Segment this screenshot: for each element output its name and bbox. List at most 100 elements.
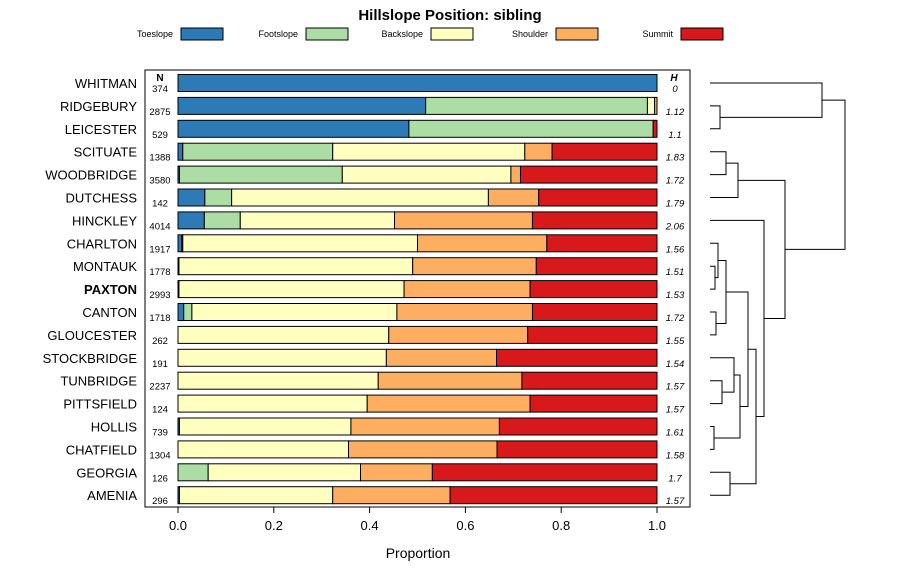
bar-segment-summit — [498, 417, 658, 436]
bar-segment-summit — [449, 486, 658, 505]
row-n-count: 296 — [152, 496, 168, 507]
x-axis-label: Proportion — [386, 545, 451, 561]
row-label: CANTON — [82, 305, 137, 320]
dendrogram-link-ridgebury-leicester — [710, 105, 721, 130]
row-label: HOLLIS — [91, 420, 138, 435]
bar-segment-shoulder — [366, 394, 531, 413]
h-column-header: H — [670, 73, 678, 84]
bar-segment-footslope — [425, 96, 648, 115]
row-label: GEORGIA — [76, 465, 137, 480]
dendrogram-link-canton-gloucester — [710, 311, 717, 336]
bar-rows: WHITMAN 374 0 RIDGEBURY 2875 1.12 LEICESTER 529… — [43, 74, 685, 507]
row-georgia: GEORGIA 126 1.7 — [76, 463, 682, 484]
bar-segment-shoulder — [412, 257, 537, 276]
row-h-value: 0 — [672, 84, 678, 95]
legend-swatch — [555, 27, 599, 41]
dendrogram-link-group-ab — [726, 291, 749, 407]
row-h-value: 1.12 — [666, 107, 685, 118]
row-n-count: 374 — [152, 84, 168, 95]
row-n-count: 1778 — [149, 267, 170, 278]
row-paxton: PAXTON 2993 1.53 — [84, 280, 685, 301]
bar-segment-backslope — [177, 394, 368, 413]
row-h-value: 1.56 — [666, 244, 685, 255]
bar-segment-backslope — [178, 280, 405, 299]
bar-segment-summit — [652, 119, 658, 138]
row-label: PAXTON — [84, 282, 137, 297]
bar-segment-shoulder — [388, 325, 529, 344]
row-label: MONTAUK — [73, 259, 137, 274]
row-chatfield: CHATFIELD 1304 1.58 — [66, 440, 685, 461]
dendrogram-link-tunbridge-pittsfield — [710, 380, 723, 405]
row-hinckley: HINCKLEY 4014 2.06 — [72, 211, 685, 232]
row-charlton: CHARLTON 1917 1.56 — [67, 234, 685, 255]
row-label: RIDGEBURY — [60, 99, 137, 114]
row-label: PITTSFIELD — [63, 397, 137, 412]
row-n-count: 1304 — [149, 450, 170, 461]
row-gloucester: GLOUCESTER 262 1.55 — [47, 325, 685, 347]
row-n-count: 2237 — [149, 382, 170, 393]
bar-segment-summit — [521, 371, 658, 390]
bar-segment-shoulder — [510, 165, 521, 184]
plot-panel — [144, 69, 691, 508]
bar-segment-backslope — [182, 234, 418, 253]
bar-segment-shoulder — [403, 280, 531, 299]
bar-segment-footslope — [408, 119, 654, 138]
row-label: SCITUATE — [74, 145, 138, 160]
bar-segment-shoulder — [385, 348, 498, 367]
bar-segment-backslope — [178, 257, 414, 276]
bar-segment-toeslope — [177, 142, 184, 161]
row-whitman: WHITMAN 374 0 — [75, 74, 678, 95]
dendrogram-link-hollis-chatfield — [710, 426, 715, 450]
row-n-count: 1388 — [149, 153, 170, 164]
row-h-value: 1.51 — [666, 267, 685, 278]
bar-segment-backslope — [177, 371, 379, 390]
bar-segment-shoulder — [524, 142, 553, 161]
row-ridgebury: RIDGEBURY 2875 1.12 — [60, 96, 685, 118]
row-label: STOCKBRIDGE — [43, 351, 138, 366]
row-h-value: 1.79 — [666, 199, 685, 210]
bar-segment-summit — [538, 188, 658, 207]
row-h-value: 1.72 — [666, 313, 685, 324]
bar-segment-backslope — [177, 348, 387, 367]
bar-segment-toeslope — [177, 74, 658, 92]
dendrogram-link-mid — [738, 179, 786, 319]
row-dutchess: DUTCHESS 142 1.79 — [65, 188, 685, 210]
row-n-count: 191 — [152, 359, 168, 370]
x-tick-label: 1.0 — [648, 518, 666, 533]
row-n-count: 2993 — [149, 290, 170, 301]
row-label: DUTCHESS — [65, 191, 137, 206]
bar-segment-backslope — [178, 486, 334, 505]
row-n-count: 739 — [152, 428, 168, 439]
bar-segment-summit — [496, 348, 658, 367]
legend-label: Shoulder — [512, 29, 548, 39]
row-n-count: 124 — [152, 405, 168, 416]
row-n-count: 1917 — [149, 244, 170, 255]
row-pittsfield: PITTSFIELD 124 1.57 — [63, 394, 685, 416]
bar-segment-shoulder — [417, 234, 548, 253]
row-label: CHARLTON — [67, 236, 137, 251]
bar-segment-shoulder — [359, 463, 433, 482]
bar-segment-backslope — [177, 440, 350, 459]
bar-segment-shoulder — [332, 486, 451, 505]
row-h-value: 1.57 — [666, 496, 685, 507]
x-tick-label: 0.2 — [265, 518, 283, 533]
row-n-count: 2875 — [149, 107, 170, 118]
row-n-count: 262 — [152, 336, 168, 347]
bar-segment-toeslope — [177, 234, 183, 253]
row-scituate: SCITUATE 1388 1.83 — [74, 142, 685, 164]
row-h-value: 1.57 — [666, 405, 685, 416]
dendrogram-link-scituate-woodbridge — [710, 151, 727, 176]
bar-segment-backslope — [231, 188, 489, 207]
bar-segment-summit — [529, 394, 658, 413]
row-h-value: 2.06 — [665, 221, 685, 232]
bar-segment-footslope — [183, 303, 193, 321]
bar-segment-backslope — [646, 96, 656, 115]
row-label: LEICESTER — [65, 122, 137, 137]
cluster-dendrogram — [710, 82, 846, 496]
row-label: AMENIA — [87, 488, 137, 503]
bar-segment-summit — [531, 303, 658, 321]
row-n-count: 3580 — [149, 176, 170, 187]
bar-segment-backslope — [239, 211, 396, 230]
row-h-value: 1.1 — [668, 130, 681, 141]
row-h-value: 1.57 — [666, 382, 685, 393]
